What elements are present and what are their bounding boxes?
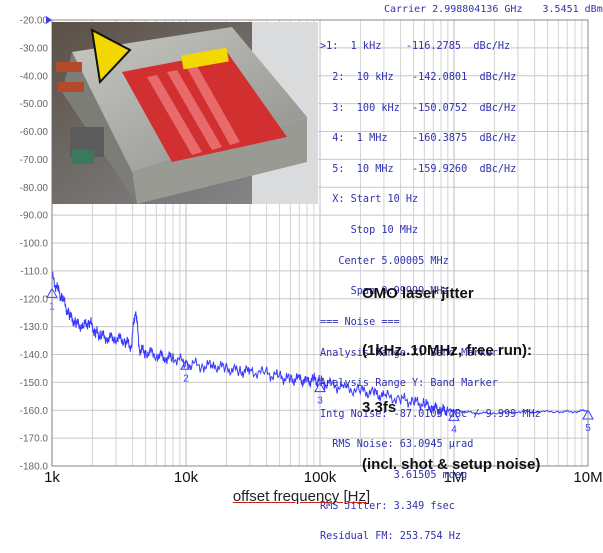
x-axis-label-text: offset frequency [Hz] (232, 488, 371, 505)
marker-4-label: 4 (451, 424, 457, 435)
laser-warning-sign-icon (90, 28, 132, 85)
y-tick-labels: -20.00 -30.00 -40.00 -50.00 -60.00 -70.00 -80.… (20, 16, 49, 473)
y-tick-label: -140.0 (20, 350, 49, 361)
marker-3-triangle (314, 381, 326, 393)
marker-4-triangle (448, 410, 460, 421)
annotation-line-4: (incl. shot & setup noise) (362, 456, 541, 473)
x-tick-label: 1M (444, 469, 465, 486)
y-tick-label: -30.00 (20, 43, 49, 54)
trace-group (51, 271, 589, 417)
residual-fm: Residual FM: 253.754 Hz (320, 531, 462, 543)
y-tick-label: -180.0 (20, 462, 49, 473)
x-tick-label: 10k (174, 469, 199, 486)
marker-readout-panel: >1: 1 kHz -116.2785 dBc/Hz 2: 10 kHz -14… (320, 22, 541, 553)
marker-3-label: 3 (317, 396, 323, 407)
integrated-noise: Intg Noise: -87.0105 dBc / 9.999 MHz (320, 408, 541, 420)
y-tick-label: -120.0 (20, 294, 49, 305)
carrier-level: 3.5451 dBm (542, 4, 603, 15)
x-axis-label: offset frequency [Hz] (0, 488, 603, 505)
y-tick-label: -110.0 (20, 266, 48, 277)
y-tick-label: -70.00 (20, 155, 49, 166)
y-tick-label: -40.00 (20, 71, 49, 82)
marker-row-2: 2: 10 kHz -142.0801 dBc/Hz (320, 72, 517, 84)
y-tick-label: -100.0 (20, 239, 49, 250)
annotation-line-3: 3.3fs (362, 399, 397, 416)
phase-noise-trace (51, 271, 589, 417)
laser-module-photo (52, 22, 318, 204)
y-tick-label: -20.00 (20, 16, 49, 27)
marker-row-5: 5: 10 MHz -159.9260 dBc/Hz (320, 163, 517, 175)
y-tick-label: -80.00 (20, 183, 49, 194)
marker-2-label: 2 (183, 373, 189, 384)
sweep-span: Span 9.99999 MHz (320, 286, 449, 298)
sweep-center: Center 5.00005 MHz (320, 255, 449, 267)
jitter-annotation: OMO laser jitter (1kHz..10MHz, free run)… (362, 246, 540, 493)
plot-frame (51, 19, 589, 467)
rms-noise-rad: RMS Noise: 63.0945 µrad (320, 439, 474, 451)
carrier-frequency: Carrier 2.998804136 GHz (384, 4, 523, 15)
y-tick-label: -90.00 (20, 211, 49, 222)
marker-row-1: >1: 1 kHz -116.2785 dBc/Hz (320, 41, 511, 53)
y-tick-label: -60.00 (20, 127, 49, 138)
y-tick-label: -160.0 (20, 406, 49, 417)
x-tick-label: 100k (304, 469, 337, 486)
y-tick-label: -130.0 (20, 322, 49, 333)
rms-noise-deg: 3.61505 mdeg (320, 469, 468, 481)
marker-row-4: 4: 1 MHz -160.3875 dBc/Hz (320, 133, 517, 145)
marker-2-triangle (180, 359, 192, 370)
analysis-range-x: Analysis Range X: Band Marker (320, 347, 498, 359)
x-tick-labels: 1k 10k 100k 1M 10M (44, 469, 603, 486)
annotation-line-2: (1kHz..10MHz, free run): (362, 342, 533, 359)
carrier-readout: Carrier 2.998804136 GHz 3.5451 dBm (384, 4, 603, 15)
sweep-start: X: Start 10 Hz (320, 194, 419, 206)
x-tick-label: 10M (573, 469, 602, 486)
y-tick-label: -150.0 (20, 378, 49, 389)
ref-level-arrow (46, 16, 52, 24)
y-tick-label: -170.0 (20, 434, 49, 445)
analysis-range-y: Analysis Range Y: Band Marker (320, 378, 498, 390)
noise-header: === Noise === (320, 316, 400, 328)
annotation-line-1: OMO laser jitter (362, 285, 474, 302)
sweep-stop: Stop 10 MHz (320, 225, 419, 237)
marker-row-3: 3: 100 kHz -150.0752 dBc/Hz (320, 102, 517, 114)
y-tick-label: -50.00 (20, 99, 49, 110)
x-tick-label: 1k (44, 469, 60, 486)
rms-jitter: RMS Jitter: 3.349 fsec (320, 500, 455, 512)
